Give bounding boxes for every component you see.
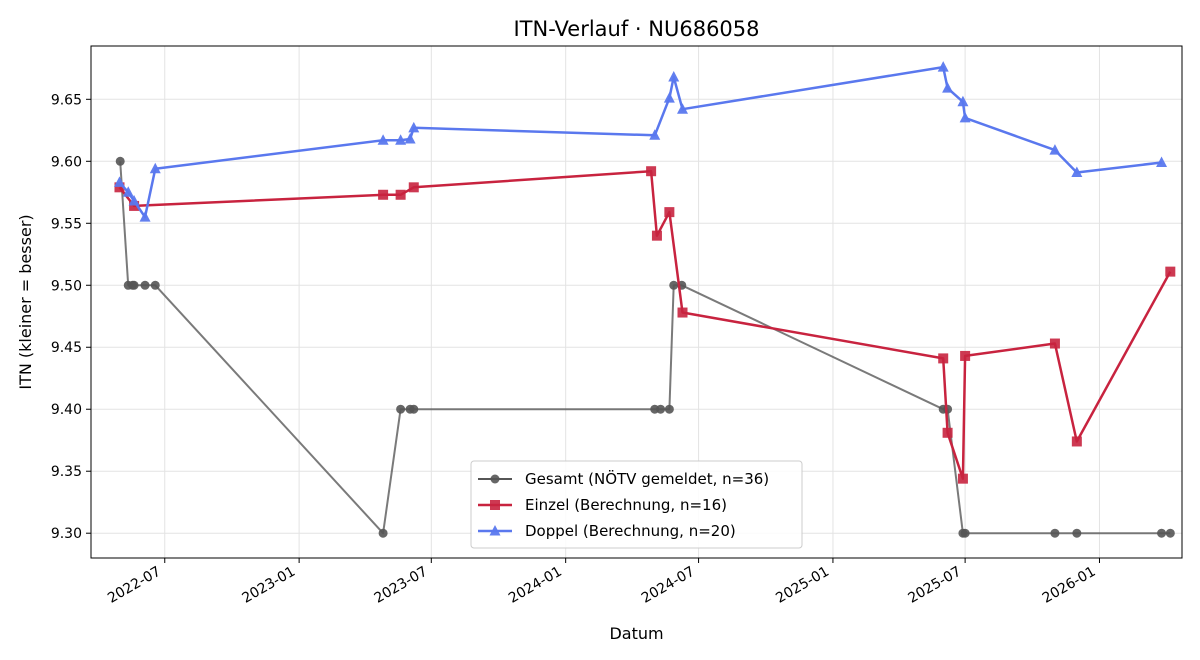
data-point [1165,528,1175,538]
data-point [651,230,662,241]
legend-swatch-marker [490,474,500,484]
data-point [113,176,125,187]
y-tick-label: 9.50 [51,278,82,294]
data-point [395,189,406,200]
legend-swatch-marker [489,525,501,536]
data-point [114,182,125,193]
y-tick-label: 9.65 [51,92,82,108]
legend-label: Doppel (Berechnung, n=20) [525,522,736,540]
series-1 [114,166,1176,484]
data-point [646,166,657,177]
data-point [942,82,954,93]
data-point [1071,436,1082,447]
series-0 [115,156,1175,538]
data-point [959,111,971,123]
data-point [408,121,420,133]
data-point [1072,528,1082,538]
y-axis-title: ITN (kleiner = besser) [16,214,35,389]
data-point [1157,528,1167,538]
data-point [129,200,140,211]
legend-label: Einzel (Berechnung, n=16) [525,496,727,514]
data-point [122,186,134,197]
y-tick-label: 9.35 [51,464,82,480]
data-point [942,427,953,438]
data-point [115,156,125,166]
data-point [378,189,389,200]
data-point [656,404,666,414]
data-point [677,307,688,318]
y-tick-label: 9.45 [51,340,82,356]
data-point [663,92,675,103]
data-point [149,162,161,174]
series-line [118,169,1172,480]
series-layer [113,61,1176,538]
data-point [150,280,160,290]
data-point [957,95,969,107]
chart-title: ITN-Verlauf · NU686058 [513,17,759,41]
y-tick-label: 9.30 [51,526,82,542]
data-point [396,404,406,414]
y-tick-label: 9.55 [51,216,82,232]
legend-swatch-marker [490,500,500,510]
x-axis-title: Datum [609,624,663,643]
y-tick-label: 9.60 [51,154,82,170]
data-point [669,280,679,290]
data-point [937,61,949,72]
data-point [378,528,388,538]
data-point [377,134,389,145]
data-point [649,129,661,140]
data-point [129,280,139,290]
data-point [1156,156,1168,168]
data-point [960,528,970,538]
data-point [957,473,968,484]
y-tick-label: 9.40 [51,402,82,418]
data-point [960,350,971,361]
series-2 [113,61,1168,222]
y-axis-ticks: 9.30 9.35 9.40 9.45 9.50 9.55 9.60 9.65 [51,92,91,542]
data-point [395,134,407,145]
legend-box [470,460,803,549]
data-point [664,404,674,414]
data-point [938,353,949,364]
data-point [409,404,419,414]
data-point [677,103,689,114]
data-point [664,207,675,218]
data-point [408,182,419,193]
data-point [1071,166,1083,177]
data-point [128,194,140,206]
data-point [140,280,150,290]
data-point [668,70,680,82]
legend: Gesamt (NÖTV gemeldet, n=36) Einzel (Bere… [470,460,803,549]
data-point [404,132,416,144]
plot-frame [90,45,1183,559]
data-point [1050,528,1060,538]
legend-label: Gesamt (NÖTV gemeldet, n=36) [525,469,769,488]
data-point [1165,266,1176,277]
data-point [139,211,151,222]
data-point [1049,144,1061,155]
data-point [1049,338,1060,349]
